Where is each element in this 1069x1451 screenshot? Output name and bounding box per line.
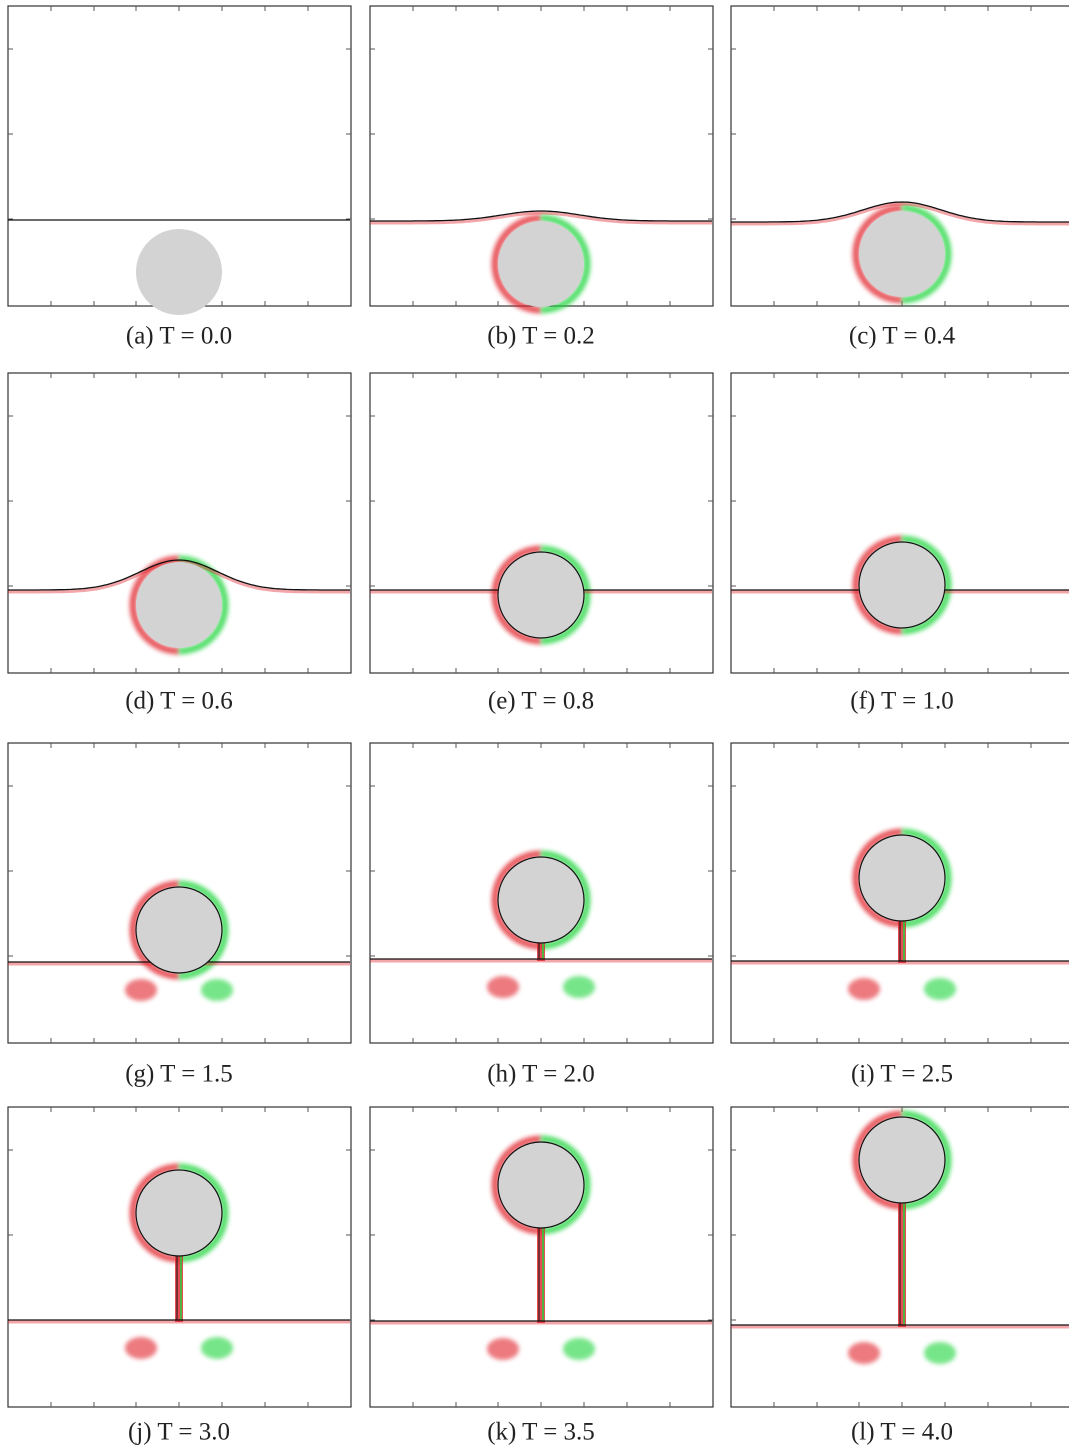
panel-caption: (g) T = 1.5 bbox=[125, 1061, 233, 1088]
panel bbox=[8, 743, 351, 1043]
panel-caption: (a) T = 0.0 bbox=[126, 323, 232, 350]
cylinder bbox=[859, 211, 945, 297]
vortex-red bbox=[848, 978, 880, 1000]
panel-caption: (f) T = 1.0 bbox=[850, 688, 953, 715]
vortex-red bbox=[125, 979, 157, 1001]
panel bbox=[8, 6, 351, 315]
cylinder bbox=[859, 1117, 945, 1203]
panel-caption: (b) T = 0.2 bbox=[487, 323, 595, 350]
panel bbox=[731, 1107, 1069, 1407]
panel bbox=[731, 373, 1069, 673]
panel-caption: (l) T = 4.0 bbox=[851, 1419, 953, 1446]
cylinder bbox=[859, 835, 945, 921]
cylinder bbox=[859, 542, 945, 628]
vortex-red bbox=[487, 976, 519, 998]
cylinder bbox=[136, 562, 222, 648]
jet bbox=[537, 1224, 545, 1323]
panel bbox=[8, 1107, 351, 1407]
panel-caption: (e) T = 0.8 bbox=[488, 688, 594, 715]
cylinder bbox=[498, 1142, 584, 1228]
vortex-green bbox=[201, 1337, 233, 1359]
panel bbox=[370, 1107, 713, 1407]
jet bbox=[898, 917, 906, 963]
panel-caption: (d) T = 0.6 bbox=[125, 688, 233, 715]
cylinder bbox=[136, 1170, 222, 1256]
jet bbox=[898, 1199, 906, 1327]
panel-caption: (h) T = 2.0 bbox=[487, 1061, 595, 1088]
vortex-green bbox=[924, 1342, 956, 1364]
panel bbox=[731, 743, 1069, 1043]
figure: (a) T = 0.0 (b) T = 0.2 (c) T = 0.4 (d) T =… bbox=[0, 0, 1069, 1451]
vortex-red bbox=[848, 1342, 880, 1364]
cylinder bbox=[498, 857, 584, 943]
panel bbox=[731, 6, 1069, 306]
vortex-red bbox=[487, 1338, 519, 1360]
panel bbox=[370, 373, 713, 673]
cylinder bbox=[136, 887, 222, 973]
vortex-red bbox=[125, 1337, 157, 1359]
vortex-green bbox=[201, 979, 233, 1001]
jet bbox=[175, 1252, 183, 1322]
vortex-green bbox=[563, 1338, 595, 1360]
panel-caption: (k) T = 3.5 bbox=[487, 1419, 595, 1446]
cylinder bbox=[498, 552, 584, 638]
panel-caption: (j) T = 3.0 bbox=[128, 1419, 230, 1446]
panel-caption: (c) T = 0.4 bbox=[849, 323, 956, 350]
cylinder bbox=[498, 221, 584, 307]
panel bbox=[370, 743, 713, 1043]
panel-caption: (i) T = 2.5 bbox=[851, 1061, 953, 1088]
panel bbox=[370, 6, 713, 310]
panel bbox=[8, 373, 351, 673]
cylinder bbox=[136, 229, 222, 315]
vortex-green bbox=[563, 976, 595, 998]
vortex-green bbox=[924, 978, 956, 1000]
page: (a) T = 0.0 (b) T = 0.2 (c) T = 0.4 (d) T =… bbox=[0, 0, 1069, 1451]
